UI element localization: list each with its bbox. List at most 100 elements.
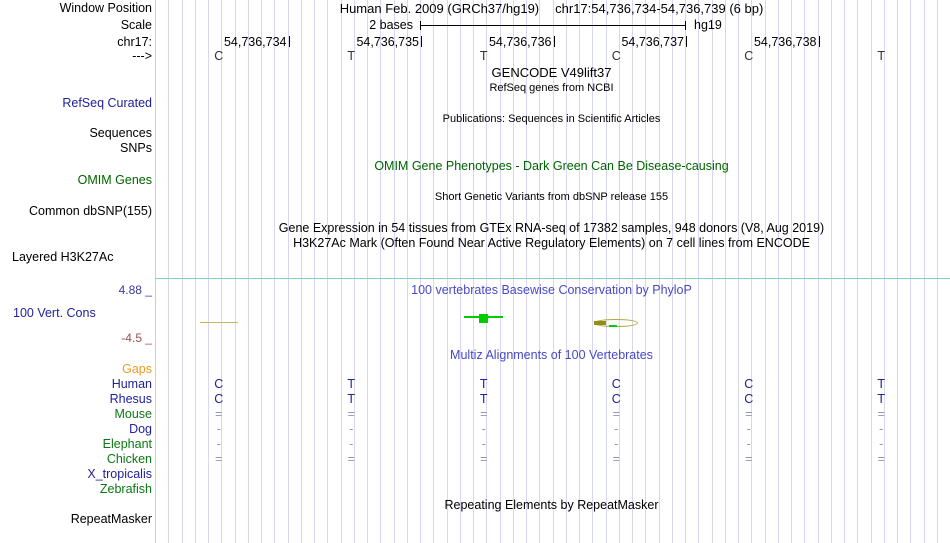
side-label-species-rhesus[interactable]: Rhesus <box>109 392 152 406</box>
chromosome-label: chr17: <box>117 35 152 49</box>
side-label-species-elephant[interactable]: Elephant <box>102 437 152 451</box>
alignment-symbol: = <box>745 407 753 421</box>
gridline <box>804 0 806 543</box>
gridline <box>844 0 845 543</box>
side-label-refseq-curated[interactable]: RefSeq Curated <box>62 96 152 110</box>
gridline <box>168 0 170 543</box>
track-subtitle-refseq[interactable]: RefSeq genes from NCBI <box>489 82 614 94</box>
gridline <box>261 0 262 543</box>
window-position-label: Window Position <box>59 1 152 15</box>
scale-assembly-label: hg19 <box>694 18 722 32</box>
side-label-100-vert-cons[interactable]: 100 Vert. Cons <box>13 306 96 320</box>
scale-bar-left-tick <box>420 21 421 30</box>
gridline <box>526 0 527 543</box>
track-title-phylop[interactable]: 100 vertebrates Basewise Conservation by… <box>411 283 692 297</box>
alignment-symbol: - <box>216 422 221 436</box>
side-label-species-mouse[interactable]: Mouse <box>114 407 152 421</box>
side-label-omim-genes[interactable]: OMIM Genes <box>77 173 152 187</box>
gridline <box>314 0 315 543</box>
coordinate-tick <box>288 36 290 47</box>
alignment-symbol: = <box>877 452 885 466</box>
gridline <box>406 0 408 543</box>
header-position-row: Human Feb. 2009 (GRCh37/hg19) chr17:54,7… <box>155 1 948 16</box>
alignment-symbol: - <box>746 437 751 451</box>
gridline <box>923 0 925 543</box>
gridline <box>208 0 209 543</box>
gridline <box>393 0 395 543</box>
phylop-lens-dash <box>594 320 607 325</box>
assembly-name: Human Feb. 2009 (GRCh37/hg19) <box>339 1 540 16</box>
track-title-repeatmasker[interactable]: Repeating Elements by RepeatMasker <box>444 498 659 512</box>
gridline <box>777 0 779 543</box>
alignment-symbol: = <box>347 407 355 421</box>
plot-left-border <box>155 0 156 543</box>
gridline <box>605 0 607 543</box>
track-title-multiz[interactable]: Multiz Alignments of 100 Vertebrates <box>450 348 653 362</box>
track-title-h3k27ac[interactable]: H3K27Ac Mark (Often Found Near Active Re… <box>293 236 810 250</box>
alignment-base: C <box>611 392 621 406</box>
track-title-dbsnp[interactable]: Short Genetic Variants from dbSNP releas… <box>434 191 669 203</box>
alignment-symbol: - <box>879 422 884 436</box>
gridline <box>632 0 633 543</box>
gridline <box>592 0 594 543</box>
coordinate-tick <box>553 36 555 47</box>
coordinate-label: 54,736,735 <box>356 35 419 49</box>
alignment-symbol: - <box>481 422 486 436</box>
track-separator-line <box>155 278 950 279</box>
side-label-sequences[interactable]: Sequences <box>89 126 152 140</box>
gridline <box>565 0 567 543</box>
side-label-species-x_tropicalis[interactable]: X_tropicalis <box>87 467 152 481</box>
alignment-symbol: = <box>745 452 753 466</box>
gridline <box>724 0 726 543</box>
side-label-common-dbsnp[interactable]: Common dbSNP(155) <box>29 204 152 218</box>
gridline <box>340 0 342 543</box>
alignment-symbol: = <box>612 452 620 466</box>
gridline <box>300 0 302 543</box>
side-label-species-zebrafish[interactable]: Zebrafish <box>99 482 152 496</box>
phylop-flat-dash <box>199 321 238 323</box>
gridline <box>194 0 196 543</box>
alignment-symbol: - <box>614 422 619 436</box>
side-label-layered-h3k27ac[interactable]: Layered H3K27Ac <box>12 250 114 264</box>
side-label-snps[interactable]: SNPs <box>120 141 152 155</box>
phylop-lens-green-dash <box>609 324 618 327</box>
alignment-symbol: = <box>480 407 488 421</box>
gridline <box>830 0 832 543</box>
side-label-species-human[interactable]: Human <box>111 377 152 391</box>
alignment-symbol: = <box>877 407 885 421</box>
gridline <box>910 0 912 543</box>
alignment-base: T <box>347 377 356 391</box>
gridline <box>221 0 223 543</box>
gridline <box>327 0 329 543</box>
side-label-species-chicken[interactable]: Chicken <box>106 452 152 466</box>
alignment-base: C <box>744 392 754 406</box>
gridline <box>764 0 766 543</box>
coordinate-tick <box>818 36 820 47</box>
conservation-axis-min: -4.5 _ <box>121 331 152 345</box>
gridline <box>883 0 885 543</box>
track-title-publications[interactable]: Publications: Sequences in Scientific Ar… <box>442 113 661 125</box>
side-label-species-dog[interactable]: Dog <box>129 422 152 436</box>
gridline <box>671 0 673 543</box>
alignment-base: T <box>877 377 886 391</box>
alignment-base: T <box>479 392 488 406</box>
side-label-gaps[interactable]: Gaps <box>122 362 152 376</box>
strand-arrow[interactable]: ---> <box>132 49 152 63</box>
side-label-repeatmasker[interactable]: RepeatMasker <box>70 512 152 526</box>
conservation-axis-max: 4.88 _ <box>118 283 152 297</box>
phylop-positive-bar <box>478 313 488 323</box>
alignment-symbol: = <box>347 452 355 466</box>
gridline <box>380 0 382 543</box>
gridline <box>459 0 461 543</box>
gridline <box>499 0 501 543</box>
track-title-gtex[interactable]: Gene Expression in 54 tissues from GTEx … <box>278 221 825 235</box>
gridline <box>181 0 183 543</box>
gridline <box>473 0 474 543</box>
gridline <box>897 0 898 543</box>
alignment-base: C <box>214 377 224 391</box>
track-title-gencode[interactable]: GENCODE V49lift37 <box>491 65 612 80</box>
gridline <box>512 0 514 543</box>
track-title-omim[interactable]: OMIM Gene Phenotypes - Dark Green Can Be… <box>374 159 729 173</box>
sequence-base: T <box>347 49 356 63</box>
